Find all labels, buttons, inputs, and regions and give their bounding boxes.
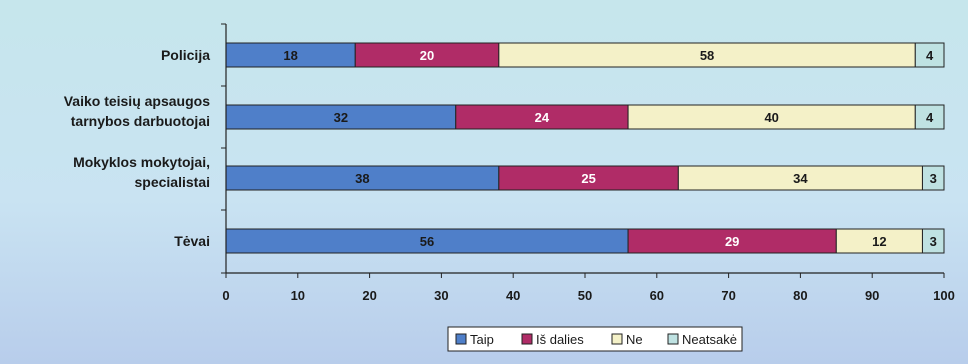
bar-3-0 bbox=[225, 228, 629, 254]
x-tick-label-4: 40 bbox=[506, 288, 520, 303]
bar-3-2 bbox=[835, 228, 923, 254]
x-tick-label-5: 50 bbox=[578, 288, 592, 303]
legend-label-0: Taip bbox=[470, 332, 494, 347]
x-tick-label-2: 20 bbox=[362, 288, 376, 303]
bar-1-0 bbox=[225, 104, 457, 130]
category-label-1-1: tarnybos darbuotojai bbox=[71, 113, 210, 129]
data-label-0-3: 4 bbox=[926, 48, 934, 63]
data-label-1-0: 32 bbox=[334, 110, 348, 125]
legend-swatch-3 bbox=[667, 333, 679, 345]
x-tick-label-0: 0 bbox=[222, 288, 229, 303]
legend: Taip Iš dalies Ne Neatsakė bbox=[447, 326, 743, 352]
bar-0-3 bbox=[914, 42, 945, 68]
legend-swatch-0 bbox=[455, 333, 467, 345]
x-tick-label-7: 70 bbox=[721, 288, 735, 303]
data-label-0-0: 18 bbox=[283, 48, 297, 63]
data-label-3-3: 3 bbox=[930, 234, 937, 249]
legend-box bbox=[447, 326, 743, 352]
data-label-1-1: 24 bbox=[535, 110, 550, 125]
data-label-2-3: 3 bbox=[930, 171, 937, 186]
legend-swatch-1 bbox=[521, 333, 533, 345]
category-label-1-0: Vaiko teisių apsaugos bbox=[64, 93, 210, 109]
bar-0-2 bbox=[498, 42, 916, 68]
x-tick-label-6: 60 bbox=[650, 288, 664, 303]
bar-3-1 bbox=[627, 228, 837, 254]
data-label-1-3: 4 bbox=[926, 110, 934, 125]
bar-2-1 bbox=[498, 165, 679, 191]
data-label-3-1: 29 bbox=[725, 234, 739, 249]
x-tick-label-8: 80 bbox=[793, 288, 807, 303]
category-label-2-1: specialistai bbox=[135, 174, 211, 190]
data-label-1-2: 40 bbox=[764, 110, 778, 125]
category-label-3-0: Tėvai bbox=[174, 233, 210, 249]
data-label-2-1: 25 bbox=[581, 171, 595, 186]
data-label-3-0: 56 bbox=[420, 234, 434, 249]
x-tick-label-10: 100 bbox=[933, 288, 955, 303]
bar-2-3 bbox=[921, 165, 945, 191]
bar-0-1 bbox=[354, 42, 500, 68]
legend-label-3: Neatsakė bbox=[682, 332, 737, 347]
bar-3-3 bbox=[921, 228, 945, 254]
bar-1-1 bbox=[455, 104, 629, 130]
category-label-0-0: Policija bbox=[161, 47, 210, 63]
data-label-3-2: 12 bbox=[872, 234, 886, 249]
category-label-2-0: Mokyklos mokytojai, bbox=[73, 154, 210, 170]
legend-label-1: Iš dalies bbox=[536, 332, 584, 347]
data-label-2-0: 38 bbox=[355, 171, 369, 186]
bar-1-2 bbox=[627, 104, 916, 130]
x-tick-label-1: 10 bbox=[291, 288, 305, 303]
data-label-0-1: 20 bbox=[420, 48, 434, 63]
legend-label-2: Ne bbox=[626, 332, 643, 347]
bar-1-3 bbox=[914, 104, 945, 130]
data-label-0-2: 58 bbox=[700, 48, 714, 63]
legend-swatch-2 bbox=[611, 333, 623, 345]
x-tick-label-3: 30 bbox=[434, 288, 448, 303]
data-label-2-2: 34 bbox=[793, 171, 808, 186]
x-tick-label-9: 90 bbox=[865, 288, 879, 303]
